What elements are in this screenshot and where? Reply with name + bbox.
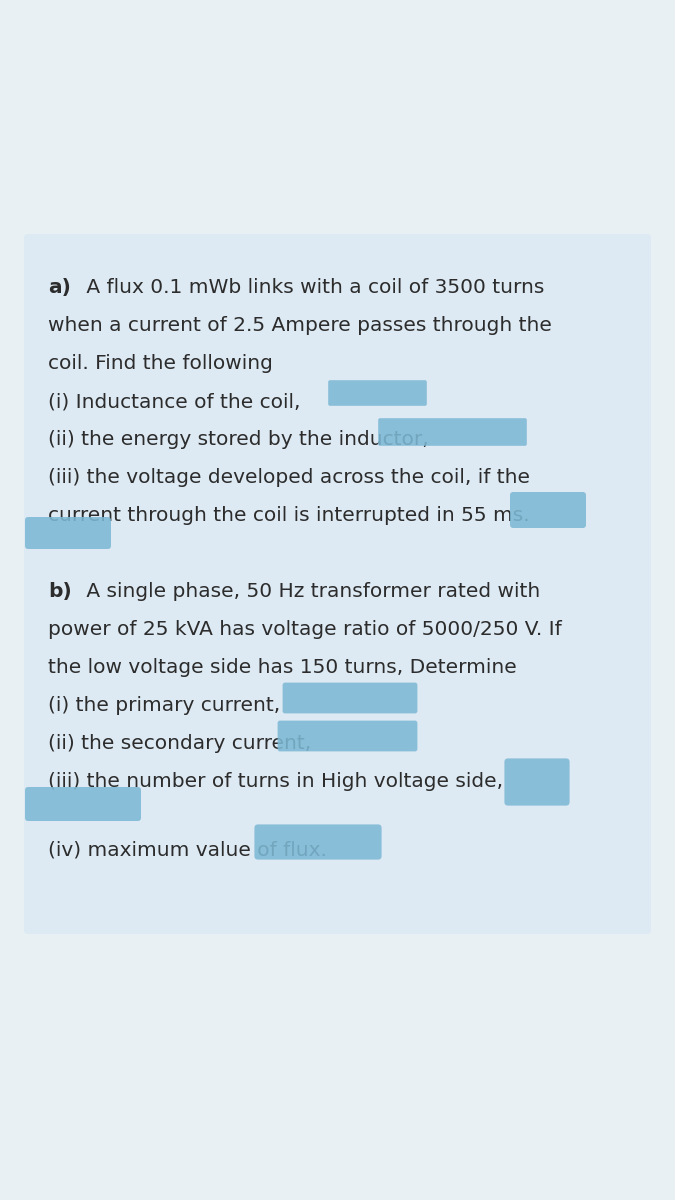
Text: (iii) the number of turns in High voltage side,: (iii) the number of turns in High voltag… (48, 772, 503, 791)
Text: A flux 0.1 mWb links with a coil of 3500 turns: A flux 0.1 mWb links with a coil of 3500… (80, 278, 544, 296)
FancyBboxPatch shape (25, 787, 141, 821)
Text: (iv) maximum value of flux.: (iv) maximum value of flux. (48, 840, 327, 859)
FancyBboxPatch shape (510, 492, 586, 528)
Text: power of 25 kVA has voltage ratio of 5000/250 V. If: power of 25 kVA has voltage ratio of 500… (48, 620, 562, 638)
Text: A single phase, 50 Hz transformer rated with: A single phase, 50 Hz transformer rated … (80, 582, 540, 601)
FancyBboxPatch shape (504, 758, 570, 805)
FancyBboxPatch shape (25, 517, 111, 550)
Text: a): a) (48, 278, 71, 296)
Text: coil. Find the following: coil. Find the following (48, 354, 273, 373)
FancyBboxPatch shape (254, 824, 381, 859)
Text: b): b) (48, 582, 72, 601)
Text: the low voltage side has 150 turns, Determine: the low voltage side has 150 turns, Dete… (48, 658, 517, 677)
FancyBboxPatch shape (24, 234, 651, 934)
FancyBboxPatch shape (328, 380, 427, 406)
FancyBboxPatch shape (277, 720, 417, 751)
Text: (i) the primary current,: (i) the primary current, (48, 696, 280, 715)
Text: current through the coil is interrupted in 55 ms.: current through the coil is interrupted … (48, 506, 530, 526)
Text: (ii) the secondary current,: (ii) the secondary current, (48, 734, 311, 754)
FancyBboxPatch shape (378, 419, 526, 445)
Text: (iii) the voltage developed across the coil, if the: (iii) the voltage developed across the c… (48, 468, 530, 487)
Text: (ii) the energy stored by the inductor,: (ii) the energy stored by the inductor, (48, 430, 429, 449)
Text: when a current of 2.5 Ampere passes through the: when a current of 2.5 Ampere passes thro… (48, 316, 552, 335)
Text: (i) Inductance of the coil,: (i) Inductance of the coil, (48, 392, 300, 410)
FancyBboxPatch shape (283, 683, 417, 713)
